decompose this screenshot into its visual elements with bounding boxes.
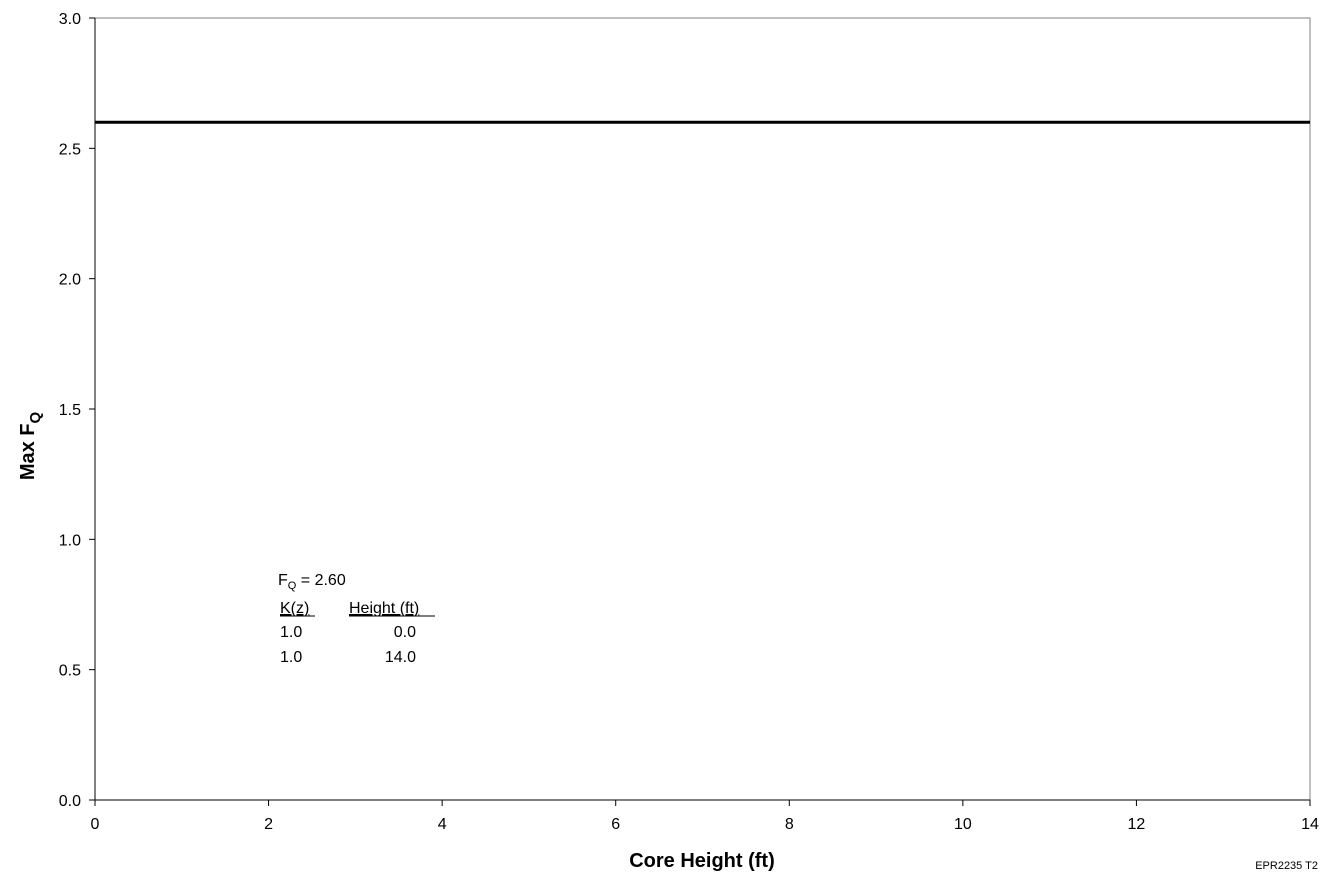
y-axis-ticks: 0.0 0.5 1.0 1.5 2.0 2.5 3.0 [59,11,95,810]
x-tick-label: 8 [785,816,794,833]
x-axis-title: Core Height (ft) [629,850,775,872]
x-axis-ticks: 0 2 4 6 8 10 12 14 [91,800,1319,833]
fq-annotation: FQ = 2.60 K(z) Height (ft) 1.0 0.0 1.0 1… [278,572,435,666]
annotation-fq-value: FQ = 2.60 [278,572,346,592]
annotation-row-1-height: 0.0 [394,624,416,641]
y-axis-title: Max FQ [17,411,44,480]
x-tick-label: 10 [954,816,972,833]
y-tick-label: 1.0 [59,532,81,549]
plot-area-frame [94,17,1311,801]
y-tick-label: 1.5 [59,402,81,419]
y-tick-label: 2.0 [59,272,81,289]
y-tick-label: 2.5 [59,141,81,158]
annotation-header-kz: K(z) [280,600,309,617]
plot-axes [94,17,1311,801]
y-tick-label: 0.0 [59,793,81,810]
x-tick-label: 4 [438,816,447,833]
y-tick-label: 3.0 [59,11,81,28]
annotation-header-height: Height (ft) [349,600,419,617]
annotation-row-2-height: 14.0 [385,649,416,666]
annotation-row-1-k: 1.0 [280,624,302,641]
y-axis-title-main: Max F [17,423,39,480]
x-tick-label: 6 [611,816,620,833]
x-tick-label: 2 [264,816,273,833]
annotation-row-2-k: 1.0 [280,649,302,666]
y-axis-title-subscript: Q [27,411,44,423]
x-tick-label: 0 [91,816,100,833]
x-tick-label: 14 [1301,816,1319,833]
y-tick-label: 0.5 [59,663,81,680]
x-tick-label: 12 [1128,816,1146,833]
figure-id: EPR2235 T2 [1255,860,1318,872]
